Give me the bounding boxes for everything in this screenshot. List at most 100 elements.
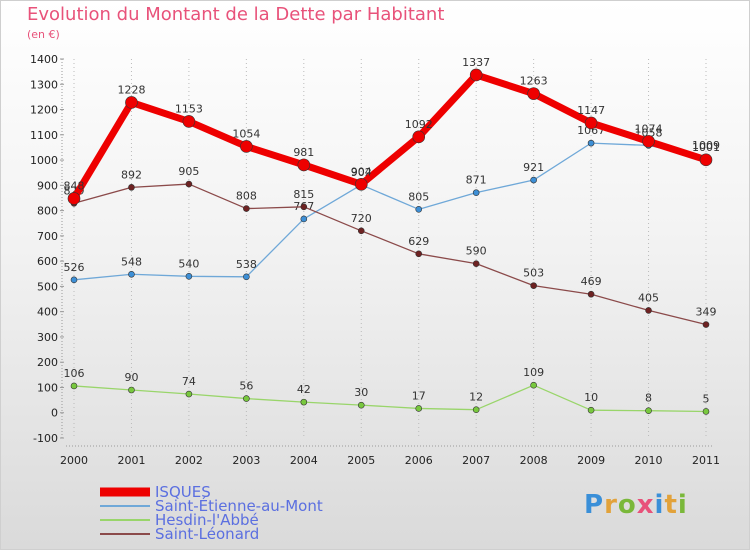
data-point-hesdin-l-abb- [472,406,480,414]
data-point-saint-l-onard [702,321,710,328]
data-label-isques: 1092 [405,118,433,131]
data-point-saint-tienne-au-mont [300,215,308,223]
y-tick-label: 800 [37,205,58,218]
data-label-saint-tienne-au-mont: 921 [523,161,544,174]
y-tick-label: 400 [37,306,58,319]
logo-letter: i [654,490,665,520]
data-label-isques: 1153 [175,102,203,115]
data-label-saint-tienne-au-mont: 526 [64,261,85,274]
data-point-isques [240,140,253,153]
data-label-hesdin-l-abb-: 30 [354,386,368,399]
data-label-saint-l-onard: 405 [638,291,659,304]
y-tick-label: 200 [37,356,58,369]
data-label-saint-tienne-au-mont: 805 [408,190,429,203]
x-tick-label: 2007 [462,454,490,467]
y-tick-label: 600 [37,255,58,268]
y-tick-label: 500 [37,280,58,293]
data-point-saint-tienne-au-mont [128,270,135,278]
data-point-saint-tienne-au-mont [70,276,78,284]
data-label-hesdin-l-abb-: 106 [64,367,85,380]
data-point-isques [297,158,311,172]
data-point-isques [354,178,368,191]
data-point-hesdin-l-abb- [70,382,78,390]
data-point-isques [125,96,138,109]
data-point-saint-tienne-au-mont [587,139,595,147]
data-label-saint-l-onard: 720 [351,212,372,225]
data-point-hesdin-l-abb- [128,386,135,394]
y-tick-label: -100 [33,432,58,445]
x-tick-label: 2000 [60,454,88,467]
data-point-isques [642,135,655,148]
data-label-saint-l-onard: 349 [696,306,717,319]
data-point-isques [182,115,196,128]
legend-label-isques: ISQUES [155,483,211,501]
data-label-hesdin-l-abb-: 8 [645,392,652,405]
data-point-hesdin-l-abb- [702,408,710,415]
logo-letter: x [636,490,655,520]
data-point-saint-l-onard [185,180,193,188]
data-label-hesdin-l-abb-: 74 [182,375,196,388]
data-point-saint-l-onard [645,307,652,314]
data-point-hesdin-l-abb- [415,405,423,412]
logo-letter: i [677,490,688,520]
unit-label: (en €) [27,28,60,41]
series-line-hesdin-l-abb- [73,384,707,413]
y-tick-label: 1000 [30,154,58,167]
y-tick-label: 700 [37,230,58,243]
data-point-hesdin-l-abb- [357,401,365,409]
x-tick-label: 2010 [635,454,663,467]
data-point-saint-l-onard [243,205,250,212]
data-point-hesdin-l-abb- [185,390,193,398]
data-point-saint-tienne-au-mont [530,176,537,184]
data-point-isques [584,116,598,130]
chart-title: Evolution du Montant de la Dette par Hab… [27,4,445,25]
y-tick-label: 0 [51,407,58,420]
data-point-saint-l-onard [530,282,537,289]
data-label-saint-l-onard: 503 [523,267,544,280]
data-point-saint-tienne-au-mont [472,189,480,196]
data-label-saint-tienne-au-mont: 538 [236,258,257,271]
x-tick-label: 2001 [117,454,145,467]
data-point-isques [67,192,81,205]
data-point-saint-l-onard [415,250,423,258]
data-point-saint-tienne-au-mont [415,206,423,213]
data-label-saint-l-onard: 629 [408,235,429,248]
legend-label-saint-l-onard: Saint-Léonard [155,525,259,543]
data-label-isques: 904 [351,165,372,178]
x-tick-label: 2003 [232,454,260,467]
data-label-isques: 1074 [635,122,663,135]
data-label-saint-l-onard: 469 [581,275,602,288]
data-label-isques: 1228 [117,83,145,96]
series-line-isques [70,71,708,201]
legend-label-saint-tienne-au-mont: Saint-Étienne-au-Mont [155,496,323,515]
data-label-isques: 848 [64,179,85,192]
data-point-saint-l-onard [472,260,480,267]
x-tick-label: 2002 [175,454,203,467]
data-label-isques: 1337 [462,56,490,69]
data-point-hesdin-l-abb- [243,395,250,402]
data-label-hesdin-l-abb-: 56 [239,380,253,393]
data-label-saint-tienne-au-mont: 548 [121,255,142,268]
data-point-saint-l-onard [357,227,365,235]
y-tick-label: 1200 [30,104,58,117]
data-point-saint-l-onard [300,203,308,211]
data-label-saint-l-onard: 815 [293,188,314,201]
series-line-saint-l-onard [73,183,707,326]
data-label-isques: 1054 [232,127,260,140]
data-label-hesdin-l-abb-: 17 [412,389,426,402]
data-label-hesdin-l-abb-: 90 [124,371,138,384]
data-label-hesdin-l-abb-: 42 [297,383,311,396]
proxiti-logo: Proxiti [584,490,688,520]
data-label-saint-tienne-au-mont: 871 [466,174,487,187]
y-tick-label: 1300 [30,78,58,91]
data-label-saint-l-onard: 892 [121,168,142,181]
data-point-hesdin-l-abb- [587,406,595,414]
data-label-hesdin-l-abb-: 12 [469,391,483,404]
data-label-saint-tienne-au-mont: 1009 [692,139,720,152]
y-tick-label: 100 [37,381,58,394]
data-label-saint-l-onard: 590 [466,245,487,258]
data-label-isques: 1263 [520,75,548,88]
data-label-saint-l-onard: 808 [236,190,257,203]
data-label-isques: 1147 [577,104,605,117]
